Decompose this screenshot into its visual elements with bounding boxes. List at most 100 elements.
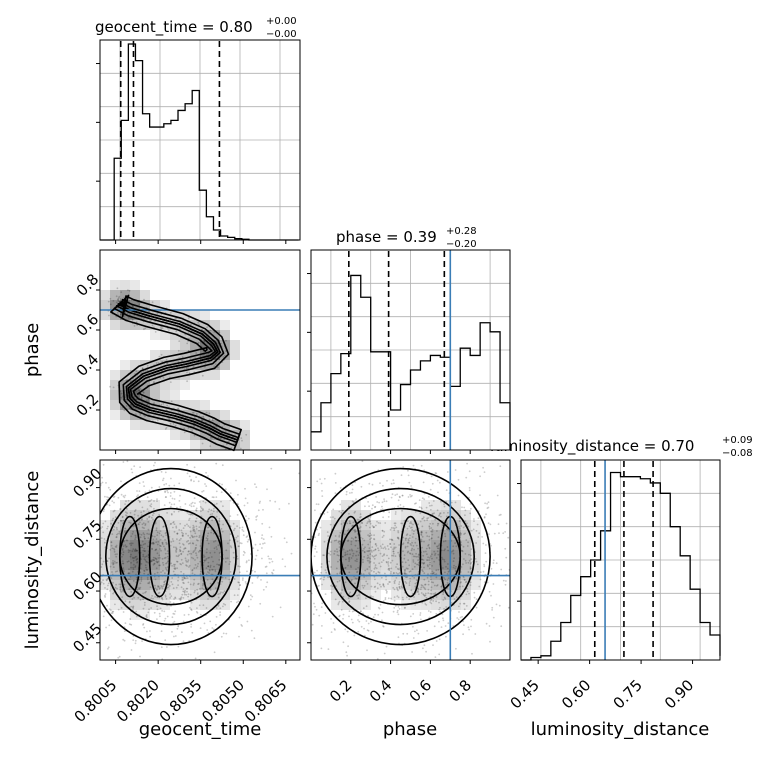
sample-point [110,541,113,544]
sample-point [155,560,158,563]
sample-point [320,637,323,639]
sample-point [429,557,431,559]
density-cell [130,510,140,520]
sample-point [186,472,189,475]
sample-point [190,609,193,612]
sample-point [319,478,321,480]
sample-point [443,577,446,579]
sample-point [477,571,479,573]
sample-point [431,553,433,556]
sample-point [100,581,103,584]
sample-point [407,539,410,542]
sample-point [358,594,360,596]
sample-point [198,534,201,537]
density-cell [110,530,120,540]
sample-point [394,513,397,515]
sample-point [357,614,360,617]
sample-point [367,615,369,617]
title-phase-name: phase [336,228,381,246]
sample-point [352,521,355,524]
sample-point [150,319,153,322]
sample-point [158,486,161,488]
sample-point [128,588,131,591]
sample-point [112,610,115,613]
sample-point [241,625,244,627]
sample-point [492,562,495,564]
density-cell [341,550,351,560]
density-cell [140,420,150,430]
sample-point [435,596,438,598]
sample-point [211,513,214,515]
sample-point [364,505,366,508]
sample-point [144,523,147,525]
sample-point [313,555,316,558]
density-cell [331,530,341,540]
sample-point [177,349,180,352]
sample-point [161,610,164,612]
sample-point [159,615,161,618]
sample-point [392,610,395,613]
density-cell [421,520,431,530]
density-cell [411,530,421,540]
sample-point [229,545,232,547]
sample-point [217,544,220,547]
density-cell [471,580,481,590]
sample-point [435,569,438,572]
sample-point [212,496,215,499]
sample-point [123,540,125,542]
sample-point [169,523,172,526]
sample-point [132,580,135,582]
sample-point [290,552,293,555]
density-cell [150,330,160,340]
sample-point [513,642,515,644]
xlabel-phase: phase [383,719,437,740]
sample-point [462,563,464,566]
sample-point [172,602,175,604]
sample-point [143,527,145,529]
density-cell [210,440,220,450]
sample-point [418,499,421,502]
sample-point [402,536,405,539]
sample-point [340,523,343,525]
density-cell [130,290,140,300]
sample-point [370,537,373,540]
sample-point [188,519,190,521]
sample-point [406,632,409,635]
density-cell [190,510,200,520]
sample-point [143,328,145,331]
sample-point [137,523,140,526]
sample-point [200,419,203,422]
density-cell [421,510,431,520]
sample-point [190,505,193,508]
sample-point [148,533,150,535]
contour-peak-1 [148,515,171,598]
density-cell [391,550,401,560]
density-cell [210,530,220,540]
sample-point [238,571,241,574]
sample-point [320,647,323,650]
sample-point [216,511,219,513]
sample-point [195,520,197,523]
sample-point [166,615,169,618]
density-cell [451,590,461,600]
sample-point [229,533,232,535]
sample-point [437,545,439,548]
sample-point [122,562,124,565]
sample-point [169,585,171,587]
sample-point [198,501,201,503]
sample-point [459,602,461,605]
sample-point [330,541,333,544]
sample-point [195,539,198,541]
sample-point [371,504,374,507]
sample-point [209,552,212,554]
contour-level-1 [326,487,475,626]
sample-point [199,550,202,552]
sample-point [163,581,166,583]
sample-point [421,535,424,538]
sample-point [351,524,354,527]
sample-point [226,557,229,560]
sample-point [475,542,477,544]
sample-point [159,544,162,547]
sample-point [194,559,196,561]
sample-point [147,398,150,401]
